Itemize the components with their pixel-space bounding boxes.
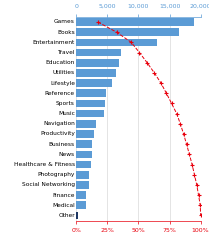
Bar (76, 79, 112, 87)
Bar (76, 18, 194, 26)
Bar (76, 181, 89, 189)
Bar (76, 212, 78, 219)
Bar (76, 28, 179, 36)
Bar (76, 201, 86, 209)
Bar (76, 110, 104, 117)
Bar (76, 151, 92, 158)
Bar (76, 59, 119, 67)
Bar (76, 120, 96, 127)
Bar (76, 39, 157, 46)
Bar (76, 140, 92, 148)
Bar (76, 161, 91, 168)
Bar (76, 171, 89, 179)
Bar (76, 100, 105, 107)
Bar (76, 89, 106, 97)
Bar (76, 130, 94, 138)
Bar (76, 191, 86, 199)
Bar (76, 69, 116, 77)
Bar (76, 49, 121, 56)
